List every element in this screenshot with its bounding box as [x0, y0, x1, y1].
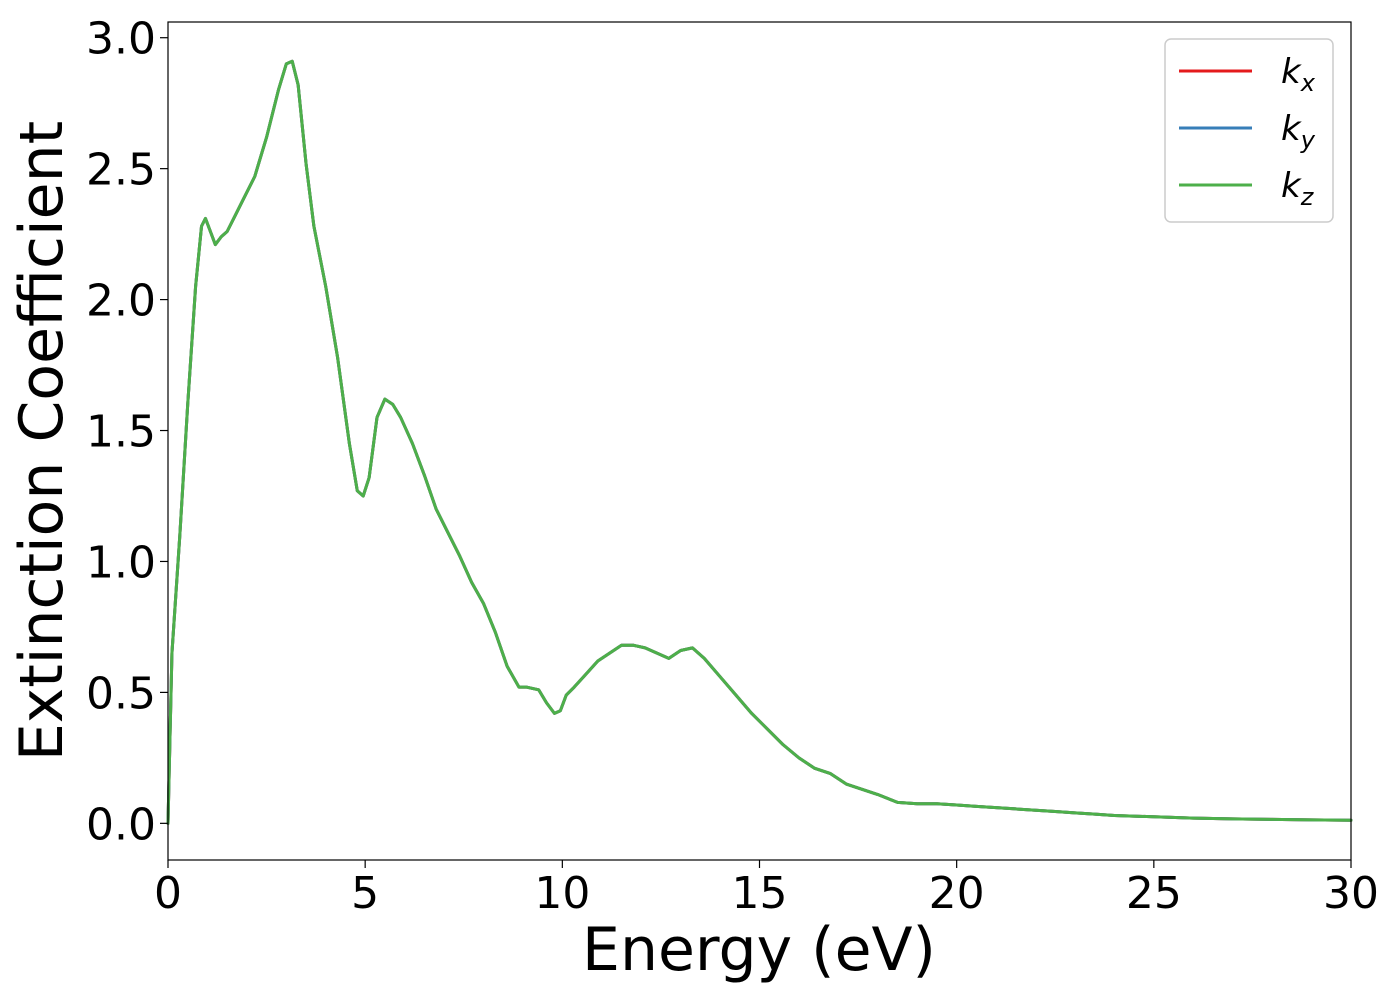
y-tick-label: 2.0 [86, 276, 156, 327]
y-axis: 0.0 0.5 1.0 1.5 2.0 2.5 3.0 [86, 14, 168, 850]
x-axis-label: Energy (eV) [582, 915, 936, 985]
x-tick-label: 0 [154, 868, 182, 919]
y-tick-label: 0.0 [86, 799, 156, 850]
x-tick-label: 20 [929, 868, 985, 919]
series-layer [166, 59, 1353, 825]
x-tick-label: 15 [732, 868, 788, 919]
legend-label-kz: kz [1281, 166, 1315, 211]
y-tick-label: 1.0 [86, 537, 156, 588]
series-line-kz [166, 59, 1353, 825]
y-axis-label: Extinction Coefficient [7, 121, 77, 761]
y-tick-label: 2.5 [86, 145, 156, 196]
x-tick-label: 10 [534, 868, 590, 919]
x-tick-label: 25 [1126, 868, 1182, 919]
x-tick-label: 5 [351, 868, 379, 919]
y-tick-label: 1.5 [86, 407, 156, 458]
y-tick-label: 0.5 [86, 668, 156, 719]
x-tick-label: 30 [1323, 868, 1379, 919]
y-tick-label: 3.0 [86, 14, 156, 65]
legend-box [1164, 38, 1334, 223]
x-axis: 0 5 10 15 20 25 30 [154, 860, 1379, 919]
